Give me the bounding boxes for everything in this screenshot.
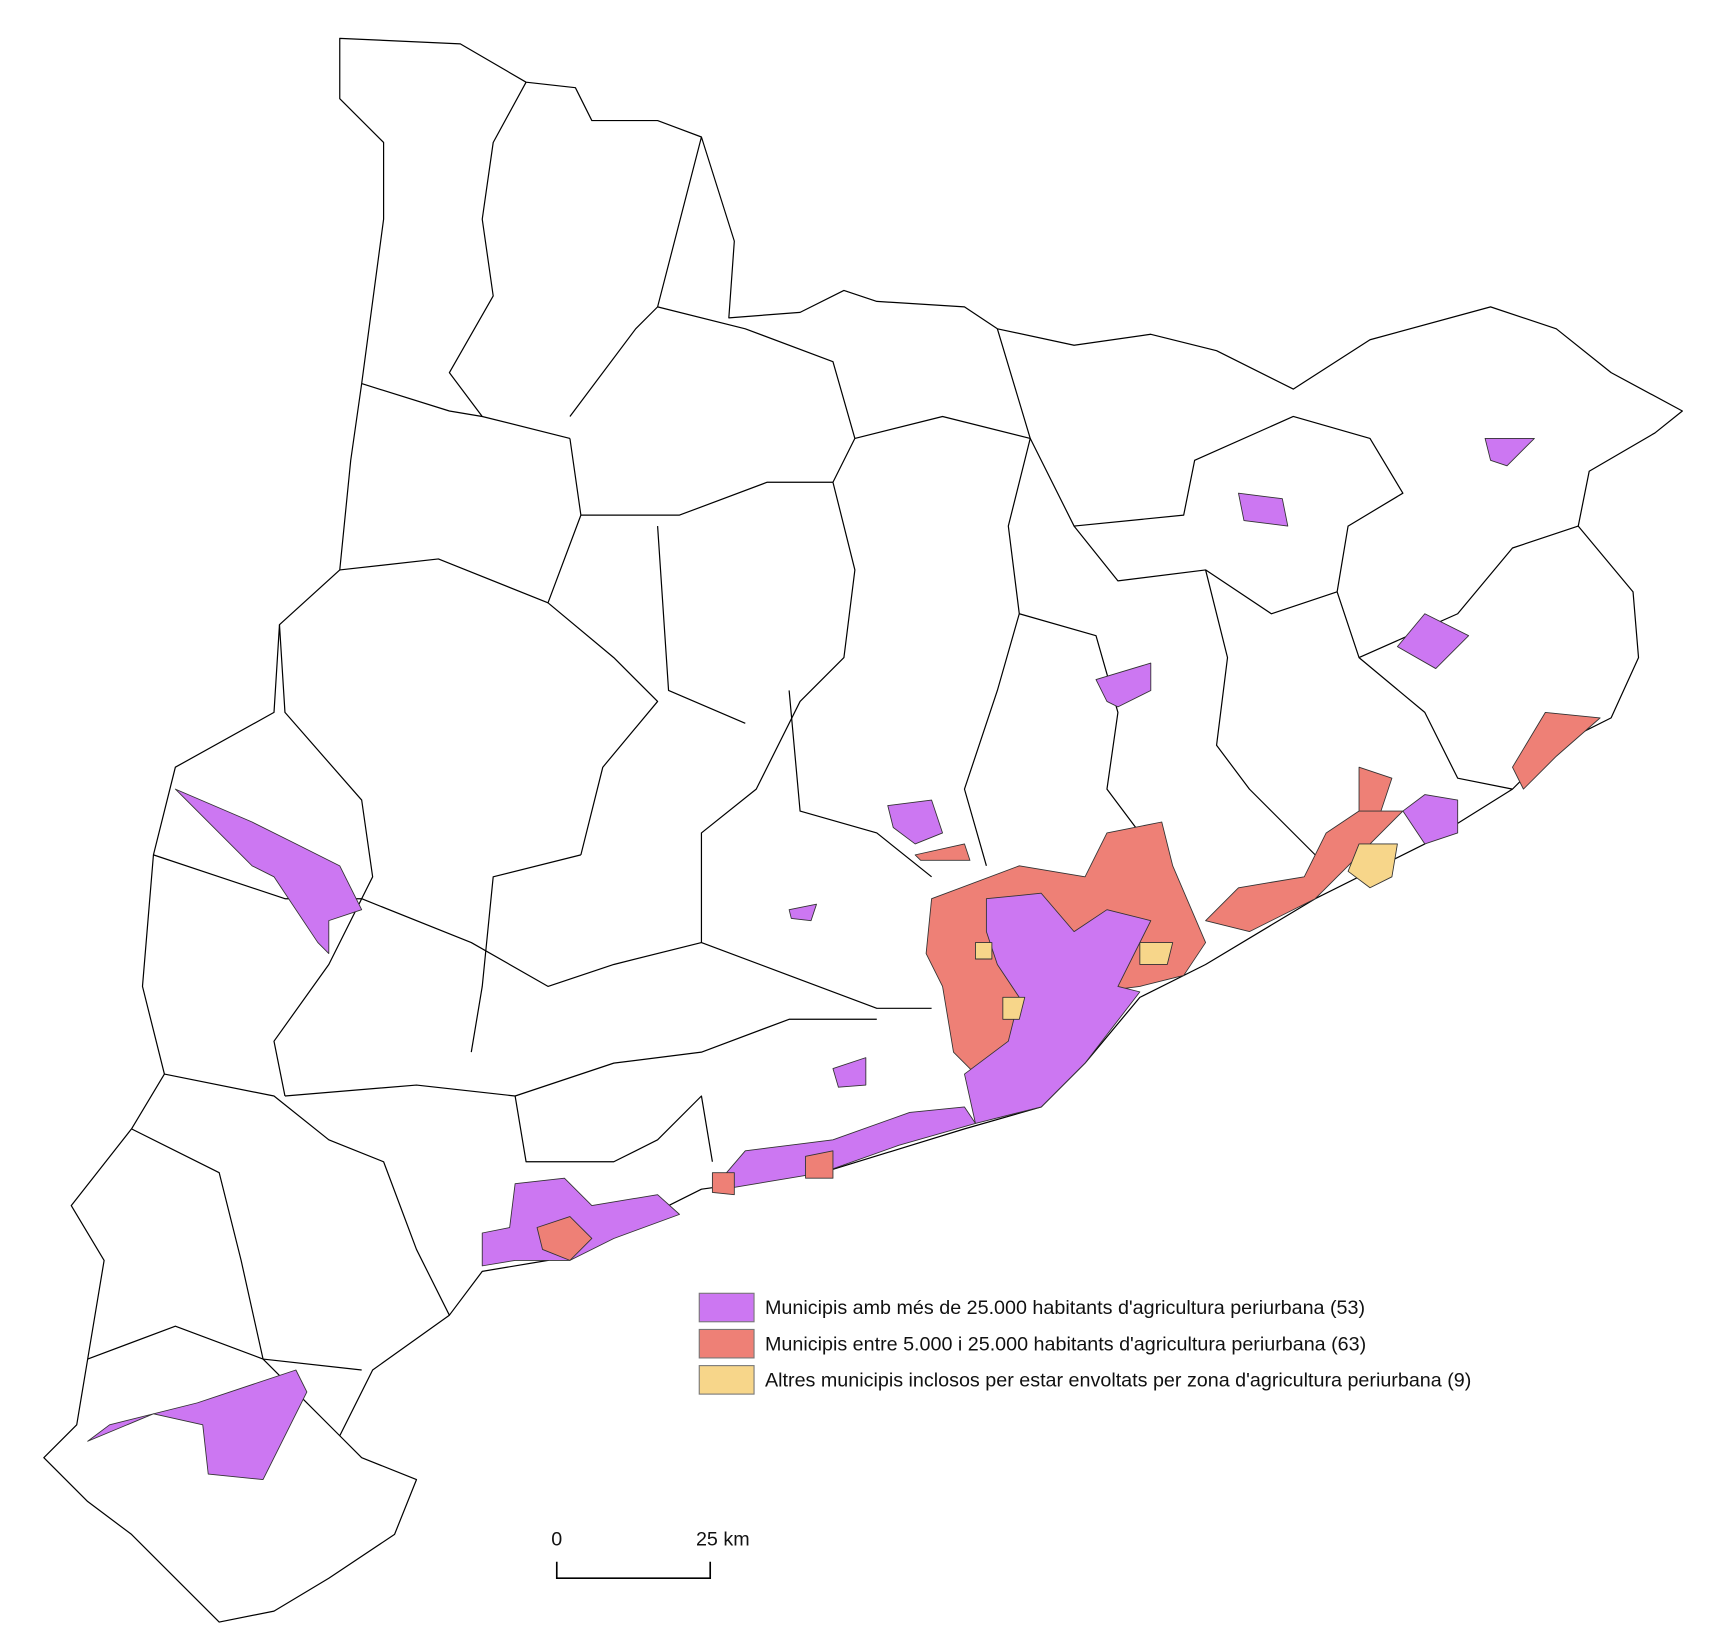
scale-bar-line — [555, 1561, 712, 1580]
region — [914, 843, 971, 861]
region — [1347, 843, 1398, 889]
region — [711, 1106, 976, 1190]
legend-swatch — [698, 1292, 755, 1323]
region — [887, 799, 943, 845]
legend-swatch — [698, 1328, 755, 1359]
legend-label: Municipis entre 5.000 i 25.000 habitants… — [765, 1333, 1366, 1355]
region — [481, 1177, 680, 1267]
legend-swatch — [698, 1365, 755, 1395]
region — [1238, 492, 1289, 527]
region — [536, 1216, 593, 1261]
scale-bar: 0 25 km — [551, 1528, 750, 1580]
region — [1095, 662, 1152, 708]
legend: Municipis amb més de 25.000 habitants d'… — [698, 1292, 1471, 1395]
region — [805, 1150, 834, 1179]
region — [1002, 996, 1026, 1020]
region — [1512, 711, 1601, 790]
scale-end: 25 km — [696, 1528, 750, 1550]
region — [1402, 794, 1459, 845]
region — [174, 788, 363, 954]
region — [1484, 437, 1535, 467]
region — [1396, 613, 1470, 669]
region — [964, 892, 1152, 1124]
region — [975, 942, 993, 960]
legend-label: Altres municipis inclosos per estar envo… — [765, 1369, 1471, 1391]
map-group: Municipis amb més de 25.000 habitants d'… — [43, 37, 1683, 1623]
region — [1358, 766, 1393, 812]
scale-start: 0 — [551, 1528, 562, 1550]
legend-label: Municipis amb més de 25.000 habitants d'… — [765, 1297, 1365, 1319]
region — [711, 1172, 735, 1196]
region — [788, 903, 817, 922]
highlighted-municipalities — [87, 437, 1601, 1481]
region — [832, 1057, 867, 1088]
region — [87, 1369, 308, 1481]
region — [1139, 942, 1174, 965]
